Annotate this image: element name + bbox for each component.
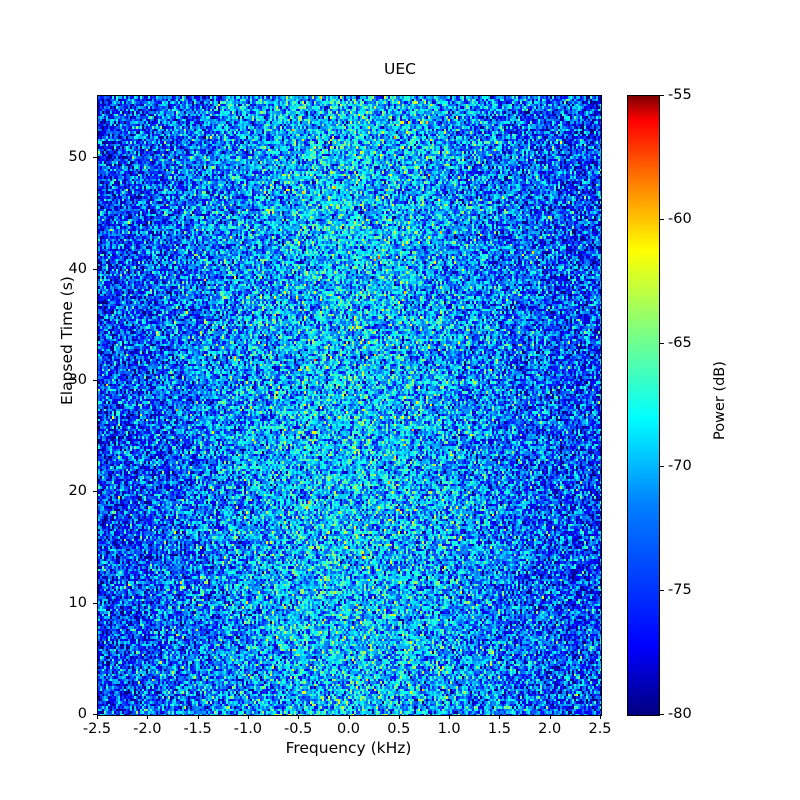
y-tick-label: 30 (68, 372, 87, 388)
y-tick-mark (93, 491, 97, 493)
y-tick-mark (93, 602, 97, 604)
x-tick-label: 0.0 (336, 721, 361, 737)
y-tick-label: 50 (68, 149, 87, 166)
colorbar-gradient (628, 96, 659, 715)
y-tick-mark (93, 380, 97, 381)
x-tick-mark (147, 715, 149, 719)
colorbar-tick-mark (660, 95, 664, 96)
y-tick-mark (93, 268, 97, 270)
x-tick-label: -2.0 (133, 721, 162, 737)
x-tick-mark (298, 715, 300, 719)
y-tick-label: 20 (68, 483, 87, 500)
y-tick-mark (93, 157, 97, 159)
x-tick-mark (97, 715, 98, 719)
x-tick-mark (247, 715, 249, 719)
x-tick-label: -0.5 (284, 721, 313, 737)
x-tick-mark (600, 715, 601, 719)
y-tick-label: 10 (68, 594, 87, 611)
x-tick-label: -1.0 (233, 721, 263, 737)
x-tick-mark (549, 715, 551, 719)
colorbar-tick-label: -55 (668, 87, 692, 103)
x-tick-mark (449, 715, 451, 719)
x-tick-mark (197, 715, 199, 719)
colorbar-tick-label: -70 (668, 458, 692, 475)
y-axis-label: Elapsed Time (s) (58, 276, 76, 405)
x-tick-label: 2.5 (588, 721, 612, 737)
title-line-station: UEC (384, 60, 416, 78)
y-tick-label: 40 (68, 260, 87, 277)
y-tick-mark (93, 714, 97, 715)
colorbar-tick-label: -75 (668, 582, 692, 599)
x-tick-label: -1.5 (183, 721, 212, 737)
x-tick-label: 0.5 (387, 721, 411, 737)
spectrogram-heatmap (98, 96, 601, 715)
y-tick-label: 0 (77, 706, 87, 722)
colorbar-tick-label: -60 (668, 210, 692, 227)
colorbar-tick-mark (660, 342, 664, 344)
x-tick-label: -2.5 (82, 721, 112, 737)
x-tick-mark (398, 715, 400, 719)
power-colorbar[interactable] (627, 95, 660, 716)
x-axis-label: Frequency (kHz) (285, 739, 412, 757)
x-tick-label: 1.5 (487, 721, 511, 737)
colorbar-tick-label: -80 (668, 706, 692, 722)
colorbar-tick-label: -65 (668, 334, 692, 351)
x-tick-mark (348, 715, 350, 719)
x-tick-label: 1.0 (437, 721, 461, 737)
x-tick-label: 2.0 (538, 721, 562, 737)
spectrogram-plot-area[interactable] (97, 95, 602, 716)
colorbar-tick-mark (660, 590, 664, 592)
colorbar-tick-mark (660, 218, 664, 220)
colorbar-label: Power (dB) (712, 361, 728, 440)
colorbar-tick-mark (660, 466, 664, 468)
colorbar-tick-mark (660, 714, 664, 715)
x-tick-mark (499, 715, 501, 719)
